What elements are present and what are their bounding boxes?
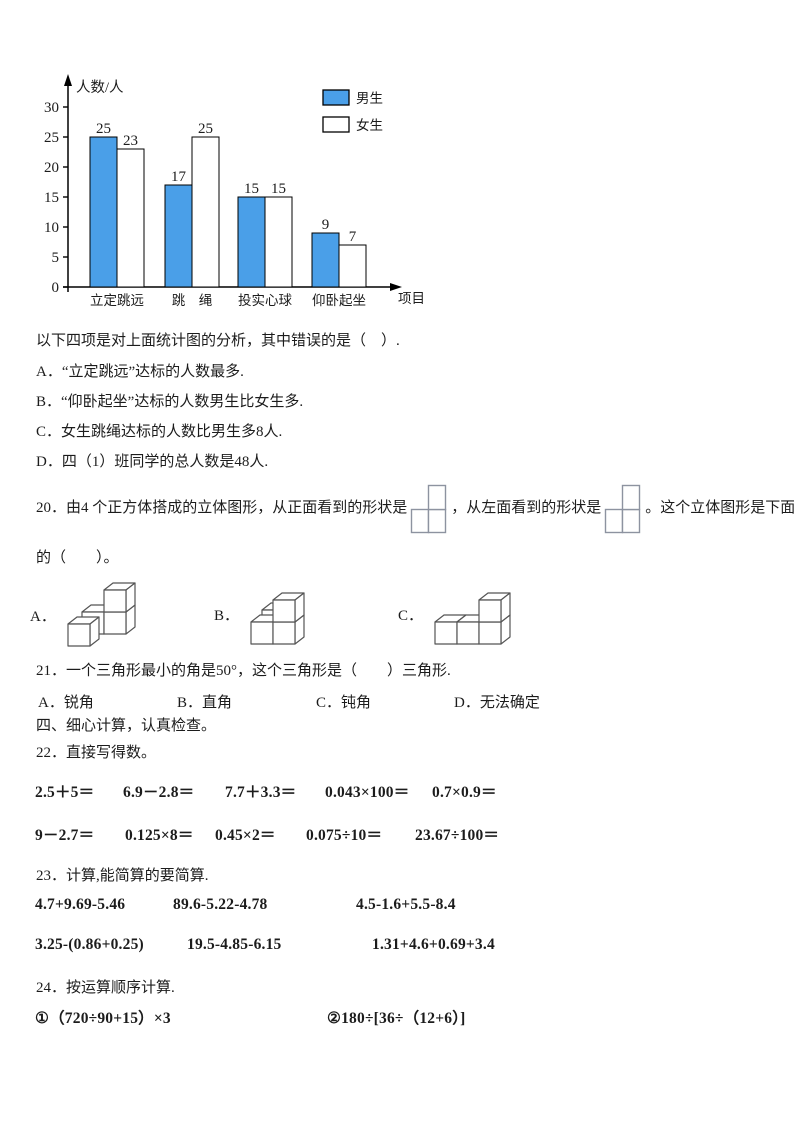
q21-option-d: D．无法确定: [454, 695, 540, 711]
equation: 6.9－2.8＝: [123, 784, 195, 801]
bar-value-label: 15: [244, 181, 259, 197]
q21-stem: 21．一个三角形最小的角是50°，这个三角形是（ ）三角形.: [36, 663, 451, 679]
q20-option-a-label: A．: [30, 609, 56, 625]
bar-男生-2: [237, 196, 266, 288]
equation: 0.043×100＝: [325, 784, 410, 801]
bar-value-label: 7: [349, 229, 357, 245]
bar-女生-3: [338, 244, 367, 288]
cube-figure-a: [67, 582, 136, 647]
q20-stem: 20．由4 个正方体搭成的立体图形，从正面看到的形状是 ，从左面看到的形状是 。这个…: [36, 482, 794, 535]
y-tick-label: 10: [44, 220, 59, 236]
left-view-shape: [605, 484, 641, 534]
q20-text-1: 20．由4 个正方体搭成的立体图形，从正面看到的形状是: [36, 499, 408, 516]
q19-option-d: D．四（1）班同学的总人数是48人.: [36, 454, 269, 470]
equation: ②180÷[36÷（12+6）]: [327, 1010, 466, 1027]
q20-option-b: B．: [214, 578, 329, 650]
x-axis-arrow: [390, 283, 402, 291]
equation: 0.075÷10＝: [306, 827, 383, 844]
category-label: 仰卧起坐: [312, 293, 366, 308]
bar-女生-0: [116, 148, 145, 288]
q23-title: 23．计算,能简算的要简算.: [36, 868, 209, 884]
bar-男生-0: [89, 136, 118, 288]
equation: ①（720÷90+15）×3: [35, 1010, 171, 1027]
q20-options: A． B．: [0, 578, 794, 658]
category-label: 立定跳远: [90, 293, 144, 308]
bar-chart: 0 5 10 15 20 25 30 人数/人项目 25 23 立定跳远 17 25 跳 绳 15 15 投实心…: [44, 74, 425, 308]
bar-value-label: 15: [271, 181, 286, 197]
bar-value-label: 9: [322, 217, 330, 233]
q20-option-c-label: C．: [398, 607, 424, 624]
q21-options: A．锐角 B．直角 C．钝角 D．无法确定: [0, 691, 794, 713]
bar-value-label: 25: [198, 121, 213, 137]
q20-option-b-label: B．: [214, 607, 240, 624]
equation: 7.7＋3.3＝: [225, 784, 297, 801]
legend-label-男生: 男生: [356, 91, 383, 106]
y-axis-title: 人数/人: [76, 79, 124, 96]
bar-男生-1: [164, 184, 193, 288]
equation: 0.45×2＝: [215, 827, 276, 844]
bar-value-label: 23: [123, 133, 138, 149]
q20-option-c: C．: [398, 578, 525, 650]
equation: 23.67÷100＝: [415, 827, 500, 844]
q20-stem-line2: 的（ ）。: [36, 550, 119, 566]
legend-swatch-女生: [322, 116, 350, 133]
q22-row2: 9－2.7＝ 0.125×8＝ 0.45×2＝ 0.075÷10＝ 23.67÷…: [0, 823, 794, 845]
q23-row2: 3.25-(0.86+0.25) 19.5-4.85-6.15 1.31+4.6…: [0, 936, 794, 958]
q22-row1: 2.5＋5＝ 6.9－2.8＝ 7.7＋3.3＝ 0.043×100＝ 0.7×…: [0, 780, 794, 802]
q20-option-a: A．: [30, 578, 161, 653]
y-tick-label: 20: [44, 160, 59, 176]
q19-option-c: C．女生跳绳达标的人数比男生多8人.: [36, 424, 283, 440]
q19-option-b: B．“仰卧起坐”达标的人数男生比女生多.: [36, 394, 304, 410]
category-label: 跳 绳: [172, 293, 213, 308]
equation: 2.5＋5＝: [35, 784, 95, 801]
cube-figure-b: [250, 592, 305, 645]
equation: 0.125×8＝: [125, 827, 194, 844]
equation: 9－2.7＝: [35, 827, 95, 844]
equation: 19.5-4.85-6.15: [187, 936, 282, 953]
q20-text-3: 。这个立体图形是下面: [645, 499, 794, 516]
x-axis-title: 项目: [398, 291, 425, 306]
legend-swatch-男生: [322, 89, 350, 106]
bar-value-label: 17: [171, 169, 187, 185]
equation: 89.6-5.22-4.78: [173, 896, 268, 913]
category-label: 投实心球: [238, 293, 292, 308]
front-view-shape: [411, 484, 447, 534]
equation: 4.7+9.69-5.46: [35, 896, 126, 913]
section4-title: 四、细心计算，认真检查。: [36, 718, 217, 734]
q24-items: ①（720÷90+15）×3 ②180÷[36÷（12+6）]: [0, 1006, 794, 1028]
equation: 4.5-1.6+5.5-8.4: [356, 896, 456, 913]
y-tick-label: 25: [44, 130, 59, 146]
q21-option-b: B．直角: [177, 695, 233, 711]
legend-label-女生: 女生: [356, 117, 383, 133]
q20-text-2: ，从左面看到的形状是: [451, 499, 602, 516]
bar-value-label: 25: [96, 121, 111, 137]
y-tick-label: 15: [44, 190, 59, 206]
bar-女生-1: [191, 136, 220, 288]
y-tick-label: 0: [52, 280, 60, 296]
q21-option-a: A．锐角: [38, 695, 94, 711]
q19-option-a: A．“立定跳远”达标的人数最多.: [36, 364, 244, 380]
y-tick-label: 30: [44, 100, 59, 116]
cube-figure-c: [434, 592, 511, 645]
q22-title: 22．直接写得数。: [36, 745, 157, 761]
bar-男生-3: [311, 232, 340, 288]
q24-title: 24．按运算顺序计算.: [36, 980, 175, 996]
y-axis-arrow: [64, 74, 72, 86]
bar-女生-2: [264, 196, 293, 288]
equation: 3.25-(0.86+0.25): [35, 936, 144, 953]
equation: 1.31+4.6+0.69+3.4: [372, 936, 495, 953]
q23-row1: 4.7+9.69-5.46 89.6-5.22-4.78 4.5-1.6+5.5…: [0, 896, 794, 918]
q19-stem: 以下四项是对上面统计图的分析，其中错误的是（ ）.: [36, 333, 400, 349]
equation: 0.7×0.9＝: [432, 784, 497, 801]
y-tick-label: 5: [52, 250, 60, 266]
q21-option-c: C．钝角: [316, 695, 372, 711]
